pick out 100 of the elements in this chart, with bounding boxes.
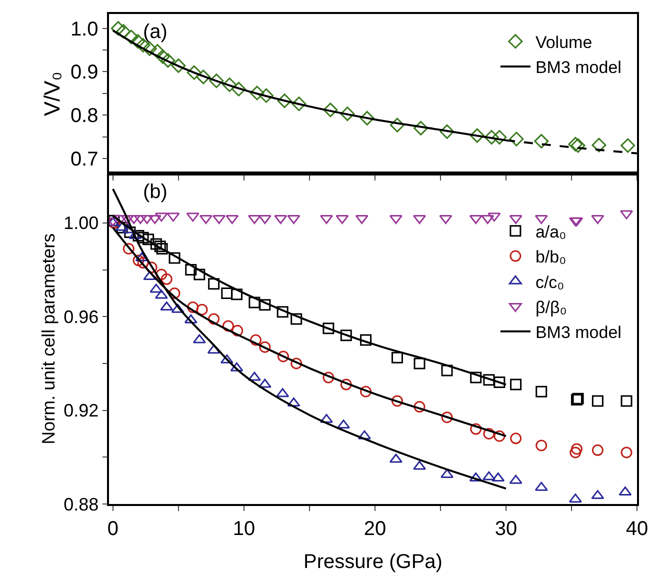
point xyxy=(287,398,300,407)
point xyxy=(171,58,186,73)
point xyxy=(124,30,139,44)
point xyxy=(337,420,350,429)
point xyxy=(441,412,453,424)
y-tick-label: 1.0 xyxy=(70,18,98,40)
point xyxy=(192,334,206,344)
point xyxy=(481,214,494,224)
point xyxy=(194,268,206,280)
point xyxy=(470,423,482,435)
point xyxy=(146,262,158,274)
point xyxy=(110,21,126,36)
y-tick-label: 0.9 xyxy=(70,62,98,84)
point xyxy=(277,94,292,108)
y-axis-title: V/V₀ xyxy=(40,72,65,116)
point xyxy=(592,395,604,407)
point xyxy=(440,468,454,478)
point xyxy=(414,120,428,136)
point xyxy=(150,44,165,59)
point xyxy=(116,24,131,39)
point xyxy=(336,214,349,224)
point xyxy=(258,88,274,103)
point xyxy=(208,278,220,290)
point xyxy=(390,118,404,132)
x-tick-label: 10 xyxy=(232,518,256,540)
point xyxy=(222,320,234,332)
legend-label: b/b₀ xyxy=(535,248,566,267)
point xyxy=(134,214,147,224)
point xyxy=(494,430,506,442)
point xyxy=(155,49,170,64)
point xyxy=(292,96,306,112)
point xyxy=(259,341,271,353)
point xyxy=(142,41,157,56)
point xyxy=(494,376,506,388)
point xyxy=(137,232,149,244)
point xyxy=(276,388,290,398)
point xyxy=(483,428,495,440)
legend-label: BM3 model xyxy=(535,58,622,78)
point xyxy=(440,124,454,139)
point xyxy=(483,374,495,386)
point xyxy=(488,212,501,222)
point xyxy=(148,214,162,224)
y-tick-label: 0.8 xyxy=(70,105,98,128)
point xyxy=(185,264,197,276)
point xyxy=(287,214,300,224)
point xyxy=(248,372,261,381)
point xyxy=(509,132,524,146)
point xyxy=(290,358,302,370)
point xyxy=(323,102,338,118)
point xyxy=(221,287,233,299)
point xyxy=(509,214,522,224)
point xyxy=(509,474,522,484)
point xyxy=(510,378,522,390)
point xyxy=(441,364,453,376)
point xyxy=(322,372,334,384)
point xyxy=(469,214,482,224)
annotation: (a) xyxy=(143,21,168,43)
y-axis-title: Norm. unit cell parameters xyxy=(38,233,58,444)
point xyxy=(232,324,244,336)
point xyxy=(414,358,426,370)
point xyxy=(591,214,604,224)
point xyxy=(510,432,522,444)
point xyxy=(470,372,482,384)
annotation: (b) xyxy=(143,181,168,203)
point xyxy=(340,330,352,342)
point xyxy=(322,322,334,334)
point xyxy=(439,214,452,224)
point xyxy=(250,86,264,100)
point xyxy=(259,299,271,311)
point xyxy=(534,482,548,491)
y-tick-label: 0.92 xyxy=(64,400,99,421)
point xyxy=(278,350,289,362)
x-tick-label: 0 xyxy=(107,518,118,540)
y-tick-label: 0.96 xyxy=(64,306,99,327)
point xyxy=(536,386,548,398)
point xyxy=(360,110,374,126)
point xyxy=(355,214,368,224)
point xyxy=(156,268,168,280)
point xyxy=(470,128,484,143)
point xyxy=(620,138,636,153)
point xyxy=(391,352,403,364)
point xyxy=(389,214,402,224)
point xyxy=(184,314,198,324)
point xyxy=(258,214,272,224)
point xyxy=(568,494,582,503)
x-axis-title: Pressure (GPa) xyxy=(304,550,442,573)
legend-label: c/c₀ xyxy=(535,272,564,292)
point xyxy=(160,53,176,68)
legend-label: β/β₀ xyxy=(535,298,567,317)
point xyxy=(187,302,199,313)
point xyxy=(196,70,211,84)
point xyxy=(536,440,548,452)
point xyxy=(620,446,632,458)
point xyxy=(222,78,237,92)
legend-label: BM3 model xyxy=(535,322,622,342)
point xyxy=(620,210,634,220)
point xyxy=(248,214,261,224)
point xyxy=(226,214,239,224)
point xyxy=(186,212,200,222)
point xyxy=(620,395,632,407)
